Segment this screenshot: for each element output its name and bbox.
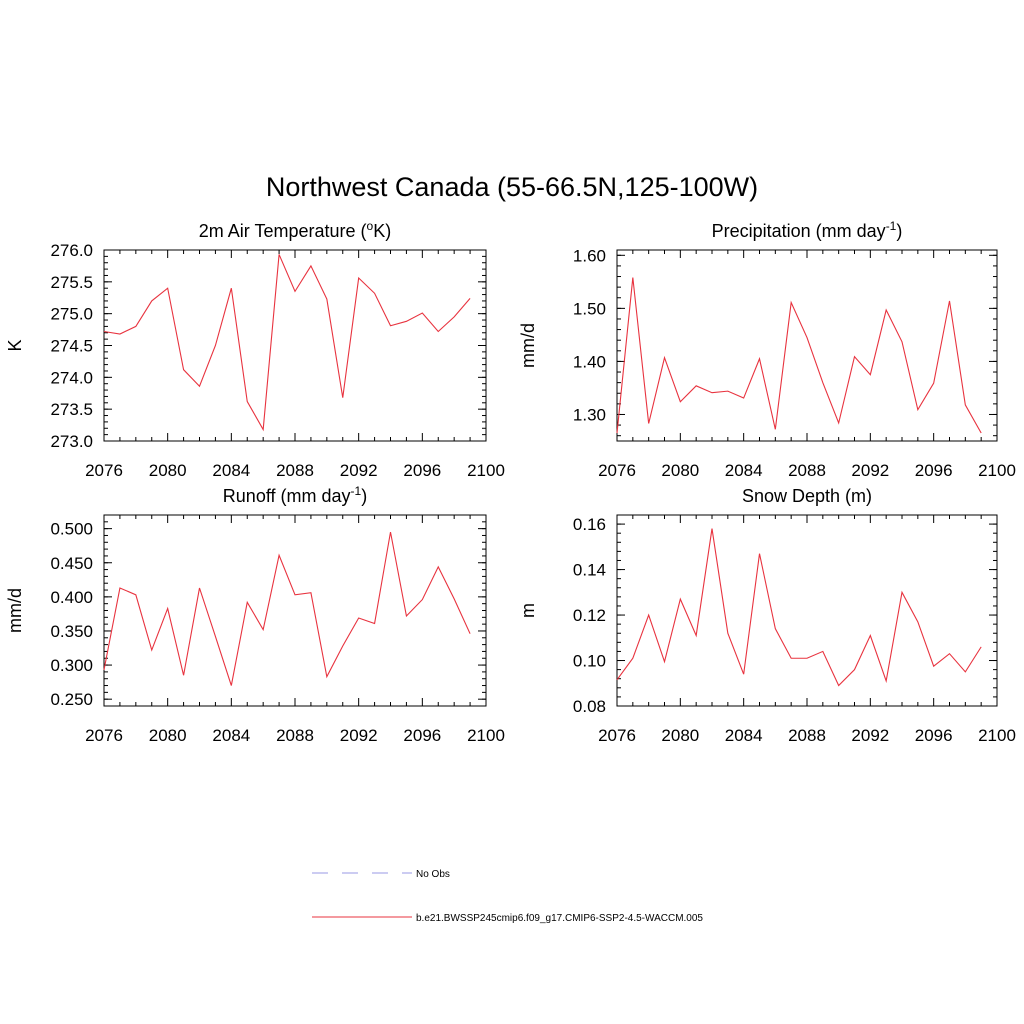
figure-title: Northwest Canada (55-66.5N,125-100W) xyxy=(266,172,758,202)
x-tick-label: 2100 xyxy=(467,461,505,480)
y-tick-label: 1.40 xyxy=(573,352,606,371)
legend-label-model: b.e21.BWSSP245cmip6.f09_g17.CMIP6-SSP2-4… xyxy=(416,913,703,924)
y-tick-label: 0.10 xyxy=(573,652,606,671)
x-tick-label: 2100 xyxy=(978,726,1016,745)
y-tick-label: 0.12 xyxy=(573,606,606,625)
y-tick-label: 0.14 xyxy=(573,561,606,580)
panel-title: Precipitation (mm day-1) xyxy=(712,219,903,241)
x-tick-label: 2076 xyxy=(598,726,636,745)
y-tick-label: 0.16 xyxy=(573,515,606,534)
x-tick-label: 2084 xyxy=(725,726,763,745)
y-tick-label: 0.300 xyxy=(50,656,93,675)
series-line xyxy=(616,528,982,687)
panel-title: Snow Depth (m) xyxy=(742,486,872,506)
x-tick-label: 2088 xyxy=(276,726,314,745)
y-tick-label: 1.50 xyxy=(573,299,606,318)
y-tick-label: 0.08 xyxy=(573,697,606,716)
x-tick-label: 2096 xyxy=(403,461,441,480)
legend-label-no-obs: No Obs xyxy=(416,869,450,880)
y-axis-label: m xyxy=(518,603,538,618)
y-axis-label: K xyxy=(5,339,25,351)
x-tick-label: 2092 xyxy=(340,726,378,745)
panel-title: Runoff (mm day-1) xyxy=(223,484,367,506)
x-tick-label: 2100 xyxy=(978,461,1016,480)
series-line xyxy=(616,277,982,434)
y-tick-label: 275.5 xyxy=(50,273,93,292)
x-tick-label: 2088 xyxy=(788,461,826,480)
x-tick-label: 2100 xyxy=(467,726,505,745)
legend: No Obs b.e21.BWSSP245cmip6.f09_g17.CMIP6-… xyxy=(312,869,703,924)
chart-panel-2: 2076 2080 2084 2088 2092 2096 2100 1.30 1.40 1.50… xyxy=(518,219,1016,480)
x-tick-label: 2096 xyxy=(915,726,953,745)
x-tick-label: 2076 xyxy=(85,461,123,480)
x-tick-label: 2080 xyxy=(661,726,699,745)
x-tick-label: 2092 xyxy=(851,726,889,745)
x-tick-label: 2076 xyxy=(85,726,123,745)
plot-frame xyxy=(616,514,998,707)
series-line xyxy=(103,531,471,686)
x-tick-label: 2080 xyxy=(661,461,699,480)
x-tick-label: 2088 xyxy=(788,726,826,745)
plot-frame xyxy=(616,249,998,442)
y-tick-label: 1.60 xyxy=(573,246,606,265)
y-axis-label: mm/d xyxy=(518,323,538,368)
y-tick-label: 0.400 xyxy=(50,588,93,607)
y-tick-label: 0.450 xyxy=(50,554,93,573)
y-tick-label: 273.5 xyxy=(50,400,93,419)
panels-group: 2076 2080 2084 2088 2092 2096 2100 273.0 273.5 27… xyxy=(5,219,1016,745)
y-tick-label: 274.0 xyxy=(50,368,93,387)
x-tick-label: 2084 xyxy=(212,461,250,480)
x-tick-label: 2096 xyxy=(403,726,441,745)
x-tick-label: 2084 xyxy=(725,461,763,480)
x-tick-label: 2088 xyxy=(276,461,314,480)
y-tick-label: 0.500 xyxy=(50,520,93,539)
y-tick-label: 276.0 xyxy=(50,241,93,260)
chart-panel-4: 2076 2080 2084 2088 2092 2096 2100 0.08 0.10 0.12… xyxy=(518,486,1016,745)
x-tick-label: 2080 xyxy=(149,726,187,745)
x-tick-label: 2076 xyxy=(598,461,636,480)
chart-panel-3: 2076 2080 2084 2088 2092 2096 2100 0.250 0.300 0.… xyxy=(5,484,505,745)
y-tick-label: 273.0 xyxy=(50,432,93,451)
series-line xyxy=(103,254,471,432)
plot-frame xyxy=(103,514,487,707)
y-tick-label: 0.350 xyxy=(50,622,93,641)
x-tick-label: 2092 xyxy=(340,461,378,480)
x-tick-label: 2092 xyxy=(851,461,889,480)
y-axis-label: mm/d xyxy=(5,588,25,633)
y-tick-label: 1.30 xyxy=(573,405,606,424)
y-tick-label: 275.0 xyxy=(50,305,93,324)
plot-frame xyxy=(103,249,487,442)
panel-title: 2m Air Temperature (oK) xyxy=(199,219,391,241)
x-tick-label: 2084 xyxy=(212,726,250,745)
x-tick-label: 2096 xyxy=(915,461,953,480)
x-tick-label: 2080 xyxy=(149,461,187,480)
chart-panel-1: 2076 2080 2084 2088 2092 2096 2100 273.0 273.5 27… xyxy=(5,219,505,480)
y-tick-label: 0.250 xyxy=(50,690,93,709)
y-tick-label: 274.5 xyxy=(50,337,93,356)
